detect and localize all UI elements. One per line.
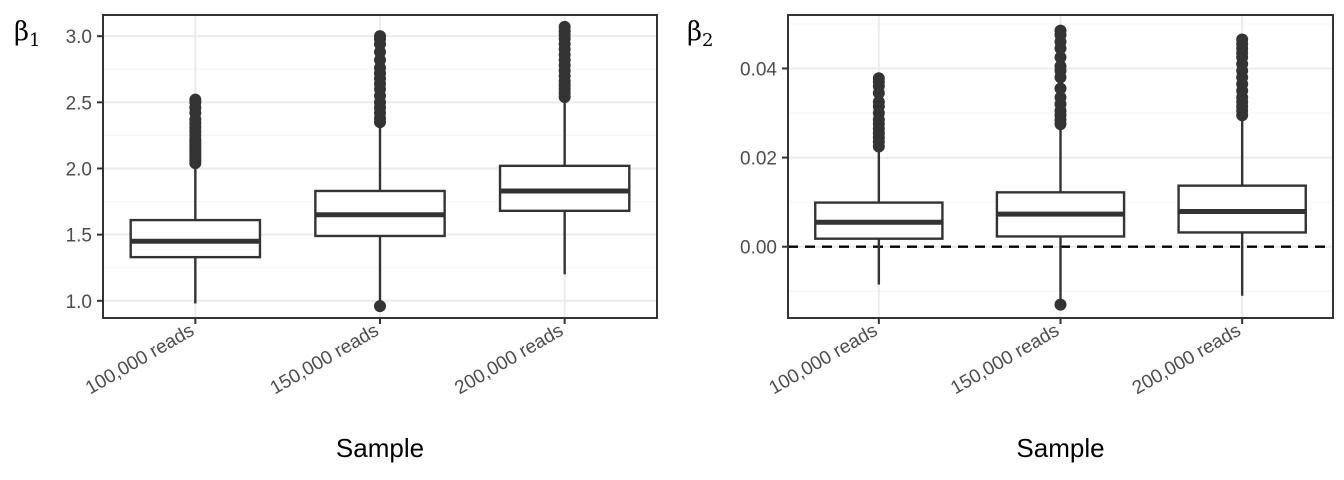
x-tick-label: 100,000 reads (82, 320, 198, 399)
box-2 (314, 30, 446, 313)
x-tick-label: 200,000 reads (1129, 320, 1245, 399)
outlier-point (1236, 33, 1249, 46)
y-tick-label: 2.5 (66, 93, 92, 114)
y-axis-title: β1 (14, 17, 40, 51)
y-axis-title: β2 (687, 17, 713, 51)
outlier-point (558, 20, 571, 33)
outlier-point (1054, 24, 1067, 37)
box-3 (1177, 33, 1307, 296)
box-iqr (129, 218, 262, 259)
y-tick-label: 0.02 (740, 149, 777, 170)
outlier-point (1054, 91, 1067, 104)
y-axis-title-symbol: β (14, 17, 29, 47)
y-axis-title-subscript: 2 (702, 30, 713, 51)
chart-panel-beta1: 1.0 1.5 2.0 2.5 3.0 100,000 reads 150,000 read… (14, 14, 658, 463)
x-axis-title: Sample (336, 433, 424, 463)
x-tick-label: 200,000 reads (451, 320, 567, 399)
outlier-point (374, 300, 386, 313)
x-axis-title: Sample (1016, 433, 1104, 463)
box-1 (814, 72, 944, 285)
outlier-point (189, 93, 202, 106)
outlier-point (1054, 60, 1067, 73)
y-tick-label: 1.0 (66, 292, 92, 313)
box-2 (995, 24, 1126, 311)
outlier-point (872, 95, 885, 108)
box-iqr (498, 164, 631, 213)
outlier-point (1054, 51, 1067, 64)
box-1 (129, 93, 262, 304)
chart-panel-beta2: 0.00 0.02 0.04 100,000 reads 150,000 reads 20… (687, 14, 1334, 463)
y-tick-label: 0.04 (740, 59, 777, 80)
x-tick-label: 100,000 reads (766, 320, 882, 399)
outlier-point (872, 72, 885, 85)
outlier-point (1054, 82, 1067, 95)
y-tick-label: 3.0 (66, 27, 92, 48)
y-tick-label: 2.0 (66, 159, 92, 180)
outlier-point (374, 30, 386, 43)
box-3 (498, 20, 631, 275)
y-axis-title-symbol: β (687, 17, 702, 47)
x-tick-label: 150,000 reads (947, 320, 1063, 399)
y-tick-label: 0.00 (740, 238, 777, 259)
y-axis-title-subscript: 1 (29, 30, 40, 51)
x-tick-label: 150,000 reads (267, 320, 383, 399)
outlier-point (1054, 298, 1067, 311)
y-tick-label: 1.5 (66, 226, 92, 247)
